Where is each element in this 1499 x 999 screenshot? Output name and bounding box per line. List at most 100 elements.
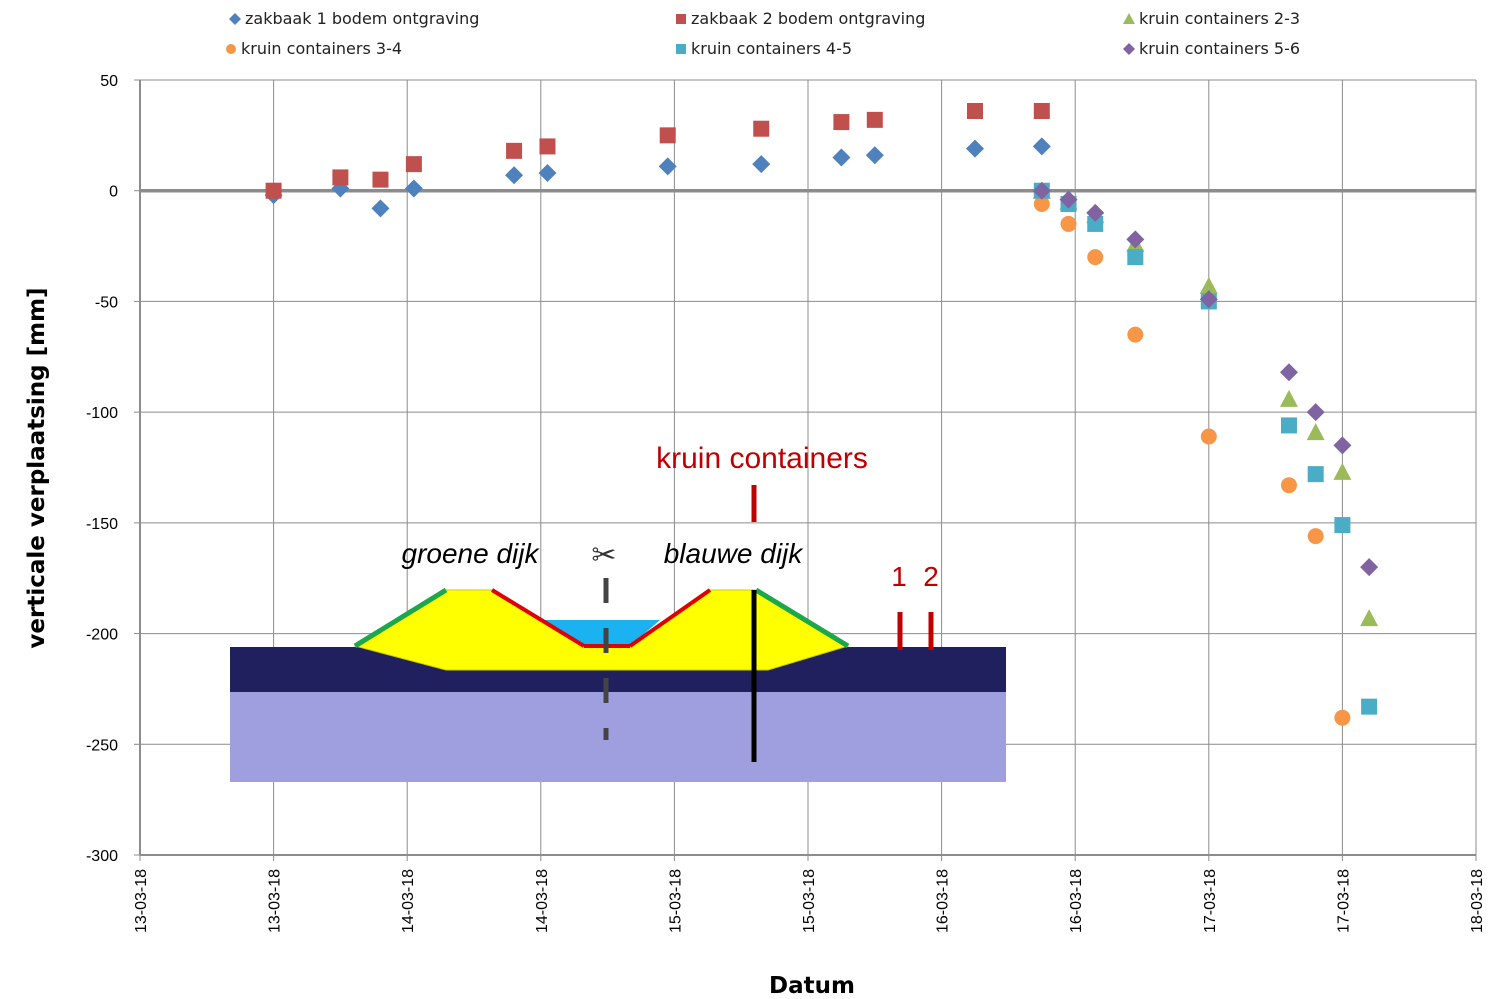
data-point (1360, 558, 1379, 577)
data-point (265, 182, 282, 199)
data-point (332, 169, 349, 186)
x-tick-label: 15-03-18 (801, 869, 818, 933)
blauwe-dijk-slope-right (754, 587, 850, 649)
axes (134, 79, 1477, 861)
data-point (1306, 403, 1325, 422)
y-axis-title: verticale verplaatsing [mm] (24, 287, 50, 648)
legend-item: kruin containers 2-3 (1122, 8, 1300, 28)
data-point (833, 114, 850, 131)
legend-label: zakbaak 2 bodem ontgraving (691, 9, 926, 28)
legend-item: kruin containers 5-6 (1122, 38, 1300, 58)
data-point (1280, 477, 1297, 494)
legend-marker (229, 12, 241, 25)
data-point (1334, 517, 1351, 534)
y-tick-label: -250 (86, 737, 118, 754)
data-point (372, 171, 389, 188)
y-tick-label: 50 (100, 73, 118, 90)
data-point (1279, 389, 1298, 407)
data-point (405, 156, 422, 173)
data-marks (264, 103, 1379, 726)
x-tick-label: 17-03-18 (1202, 869, 1219, 933)
x-tick-label: 16-03-18 (935, 869, 952, 933)
marker-2-label: 2 (923, 561, 939, 592)
data-point (1126, 230, 1145, 249)
data-point (1307, 528, 1324, 545)
legend-label: kruin containers 3-4 (241, 39, 403, 58)
data-point (1060, 215, 1077, 232)
data-point (1199, 290, 1218, 309)
data-point (539, 138, 556, 155)
legend-label: kruin containers 2-3 (1139, 9, 1301, 28)
legend-marker (676, 43, 686, 54)
x-axis-title: Datum (769, 973, 855, 999)
red-slope-2 (628, 588, 712, 648)
data-point (1361, 698, 1378, 715)
data-point (1059, 190, 1078, 209)
legend-marker (676, 13, 686, 24)
x-tick-label: 13-03-18 (267, 869, 284, 933)
marker-1-label: 1 (891, 561, 907, 592)
data-point (866, 111, 883, 128)
data-point (1127, 326, 1144, 343)
scissors-icon: ✂ (591, 538, 616, 573)
data-point (1086, 203, 1105, 222)
legend-marker-shape (226, 43, 236, 54)
data-point (752, 155, 771, 174)
data-point (1307, 466, 1324, 483)
legend-item: kruin containers 4-5 (674, 38, 852, 58)
blauwe-dijk-label: blauwe dijk (664, 538, 805, 569)
data-point (967, 103, 983, 119)
data-point (505, 166, 524, 185)
legend-item: kruin containers 3-4 (224, 38, 402, 58)
kruin-containers-label: kruin containers (656, 442, 868, 475)
data-point (506, 142, 523, 159)
red-slope-1 (490, 588, 586, 648)
legend-marker-shape (1123, 42, 1135, 55)
y-tick-label: 0 (109, 184, 118, 201)
data-point (1333, 462, 1352, 480)
axis-labels: 50 0 -50 -100 -150 -200 -250 -300 13-03-18 13-03-… (24, 73, 1486, 999)
data-point (1032, 181, 1051, 200)
data-point (1033, 103, 1050, 119)
x-tick-label: 13-03-18 (133, 869, 150, 933)
x-tick-label: 15-03-18 (667, 869, 684, 933)
data-point (371, 199, 390, 218)
data-point (1279, 363, 1298, 382)
data-point (1360, 609, 1379, 627)
y-tick-label: -50 (95, 294, 118, 311)
data-point (658, 157, 677, 176)
legend-label: kruin containers 4-5 (691, 39, 853, 58)
x-tick-label: 18-03-18 (1469, 869, 1486, 933)
data-point (966, 139, 984, 158)
water-basin (540, 620, 660, 646)
data-point (865, 146, 884, 165)
data-point (1032, 137, 1051, 156)
legend-label: zakbaak 1 bodem ontgraving (245, 9, 480, 28)
x-tick-label: 17-03-18 (1335, 869, 1352, 933)
data-point (1033, 196, 1050, 212)
y-tick-label: -300 (86, 848, 118, 865)
y-tick-label: -200 (86, 627, 118, 644)
x-tick-label: 14-03-18 (400, 869, 417, 933)
data-point (1333, 436, 1352, 455)
dike-cross-section-diagram: kruin containers groene dijk blauwe dijk… (230, 442, 1006, 782)
data-point (659, 127, 676, 144)
legend-marker (1123, 12, 1135, 24)
legend-label: kruin containers 5-6 (1139, 39, 1301, 58)
legend-marker-shape (676, 43, 686, 54)
x-tick-label: 16-03-18 (1068, 869, 1085, 933)
legend-marker-shape (1123, 12, 1135, 24)
legend-marker-shape (229, 12, 241, 25)
data-point (832, 148, 851, 167)
data-point (1087, 215, 1104, 232)
subsoil-layer (230, 690, 1006, 782)
data-point (1306, 423, 1325, 441)
x-tick-label: 14-03-18 (534, 869, 551, 933)
data-point (404, 179, 423, 198)
legend-marker-shape (676, 13, 686, 24)
legend-item: zakbaak 1 bodem ontgraving (228, 8, 479, 28)
data-point (1199, 276, 1218, 294)
legend-item: zakbaak 2 bodem ontgraving (674, 8, 925, 28)
data-point (1334, 709, 1351, 726)
